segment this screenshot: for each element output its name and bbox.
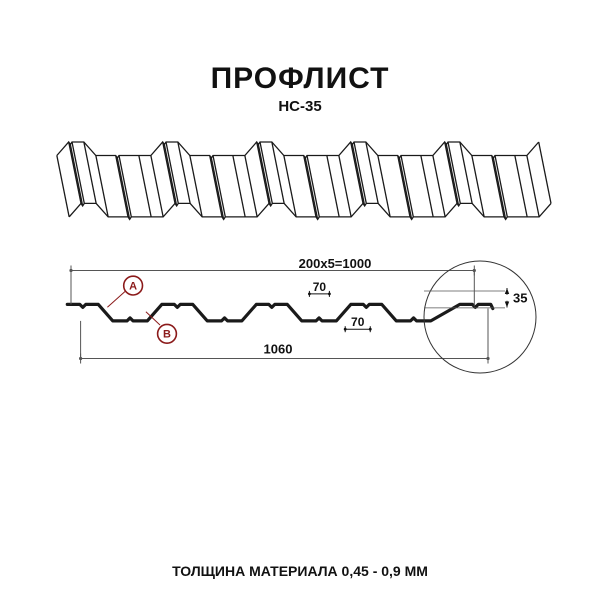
svg-text:A: A [129,280,137,292]
svg-text:B: B [163,329,171,341]
svg-text:200x5=1000: 200x5=1000 [299,256,372,271]
svg-text:70: 70 [313,280,327,294]
svg-text:35: 35 [513,291,527,306]
svg-text:70: 70 [351,315,365,329]
svg-text:1060: 1060 [264,342,293,357]
